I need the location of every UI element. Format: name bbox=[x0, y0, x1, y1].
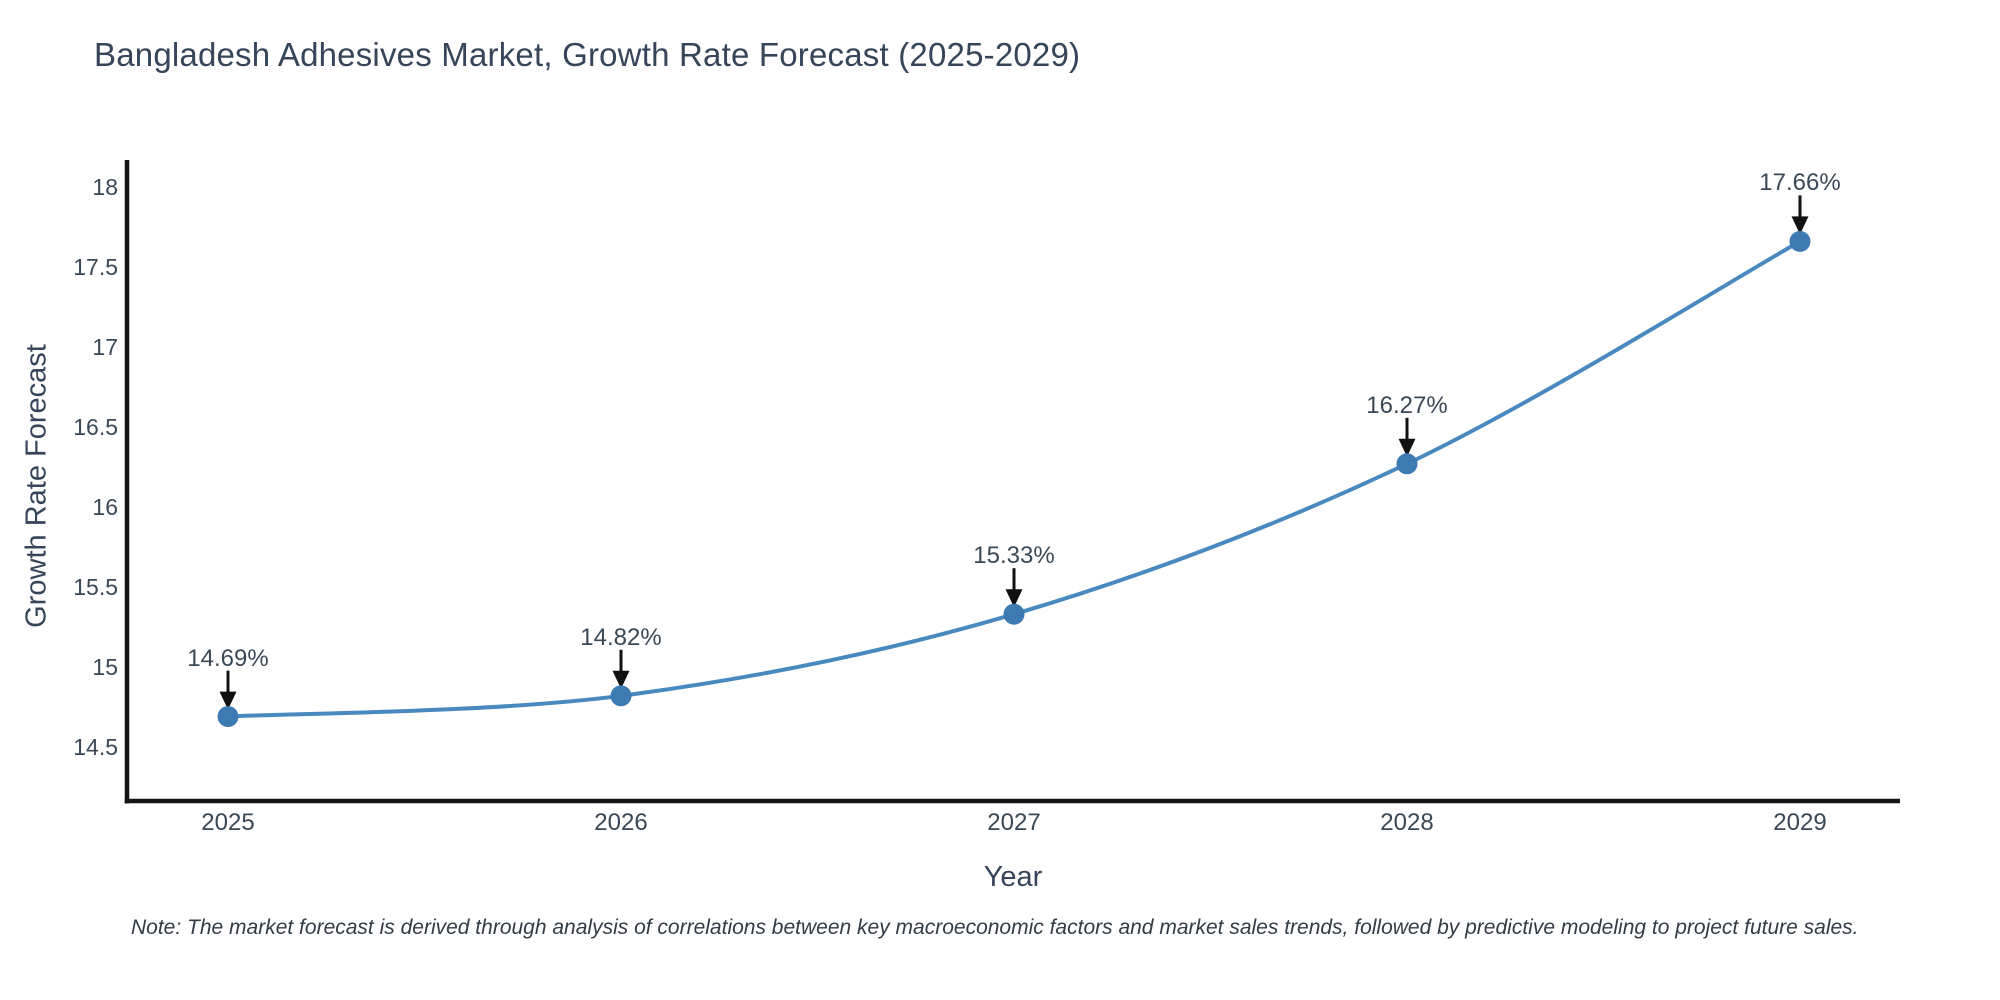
y-tick-label: 18 bbox=[92, 174, 118, 200]
data-point-marker[interactable] bbox=[1396, 453, 1418, 475]
y-tick-label: 15.5 bbox=[73, 574, 118, 600]
x-axis-title: Year bbox=[983, 861, 1043, 893]
y-tick-label: 15 bbox=[92, 654, 118, 680]
data-point-label: 17.66% bbox=[1759, 169, 1841, 197]
data-point-marker[interactable] bbox=[1003, 603, 1025, 625]
x-tick-label: 2029 bbox=[1773, 809, 1827, 836]
data-point-markers bbox=[217, 230, 1811, 728]
y-tick-label: 16 bbox=[92, 494, 118, 520]
series-line bbox=[227, 239, 1801, 719]
annotation-arrows bbox=[219, 195, 1809, 710]
x-tick-label: 2028 bbox=[1380, 809, 1434, 836]
y-tick-label: 14.5 bbox=[73, 734, 118, 760]
x-tick-label: 2026 bbox=[594, 809, 648, 836]
x-tick-label: 2025 bbox=[201, 809, 255, 836]
x-tick-label: 2027 bbox=[987, 809, 1041, 836]
data-point-label: 14.69% bbox=[187, 644, 269, 672]
y-tick-label: 17.5 bbox=[73, 254, 118, 280]
footnote: Note: The market forecast is derived thr… bbox=[131, 916, 1859, 939]
data-point-label: 14.82% bbox=[580, 623, 662, 651]
data-point-marker[interactable] bbox=[1789, 230, 1811, 252]
y-tick-label: 17 bbox=[92, 334, 118, 360]
y-tick-label: 16.5 bbox=[73, 414, 118, 440]
annotation-arrow-head bbox=[1005, 589, 1023, 608]
annotation-arrow-head bbox=[1398, 438, 1416, 457]
data-point-label: 16.27% bbox=[1366, 391, 1448, 419]
annotation-arrow-head bbox=[219, 691, 237, 710]
annotation-arrow-head bbox=[1791, 216, 1809, 235]
annotation-arrow-head bbox=[612, 670, 630, 689]
y-axis-title: Growth Rate Forecast bbox=[20, 344, 53, 628]
data-point-marker[interactable] bbox=[610, 685, 632, 707]
data-point-label: 15.33% bbox=[973, 542, 1055, 570]
data-point-marker[interactable] bbox=[217, 706, 239, 728]
chart-title: Bangladesh Adhesives Market, Growth Rate… bbox=[94, 36, 1081, 73]
